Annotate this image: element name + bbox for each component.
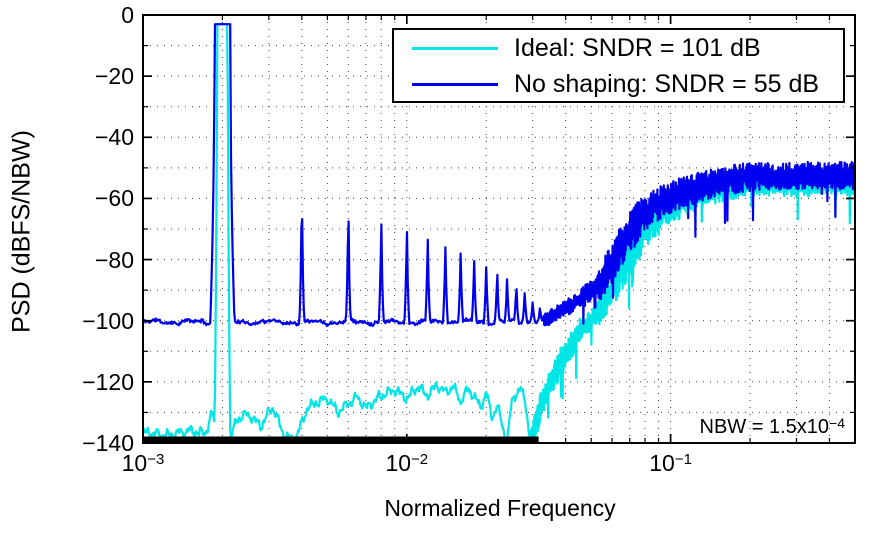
x-tick-label-10−1: 10−1 xyxy=(649,450,692,476)
legend-entry-no-shaping: No shaping: SNDR = 55 dB xyxy=(394,66,843,102)
series-curves xyxy=(143,23,855,443)
axes xyxy=(142,14,856,444)
series-no-shaping xyxy=(143,23,855,328)
legend-entry-ideal: Ideal: SNDR = 101 dB xyxy=(394,30,843,66)
x-axis-label: Normalized Frequency xyxy=(384,495,616,521)
x-tick-label-10−3: 10−3 xyxy=(121,450,165,476)
y-tick-label-−140: −140 xyxy=(82,430,134,456)
series-ideal xyxy=(143,23,855,443)
legend-label-no-shaping: No shaping: SNDR = 55 dB xyxy=(514,70,820,98)
y-tick-label-−80: −80 xyxy=(94,246,134,273)
y-tick-label-−120: −120 xyxy=(82,368,134,395)
legend-line-ideal xyxy=(412,47,498,50)
nbw-exponent: −4 xyxy=(829,415,845,431)
y-tick-label-−100: −100 xyxy=(82,307,134,334)
legend-label-ideal: Ideal: SNDR = 101 dB xyxy=(514,34,761,62)
y-tick-label-−40: −40 xyxy=(94,124,134,151)
nbw-annotation: NBW = 1.5x10−4 xyxy=(700,415,845,439)
x-tick-label-10−2: 10−2 xyxy=(385,450,429,476)
inband-marker-bar xyxy=(143,436,539,443)
y-tick-label-0: 0 xyxy=(121,2,134,28)
nbw-text: NBW = 1.5x10 xyxy=(699,416,830,438)
y-tick-label-−60: −60 xyxy=(94,185,134,212)
legend-line-no-shaping xyxy=(412,83,498,86)
y-tick-label-−20: −20 xyxy=(94,63,134,90)
legend: Ideal: SNDR = 101 dB No shaping: SNDR = … xyxy=(392,28,845,103)
